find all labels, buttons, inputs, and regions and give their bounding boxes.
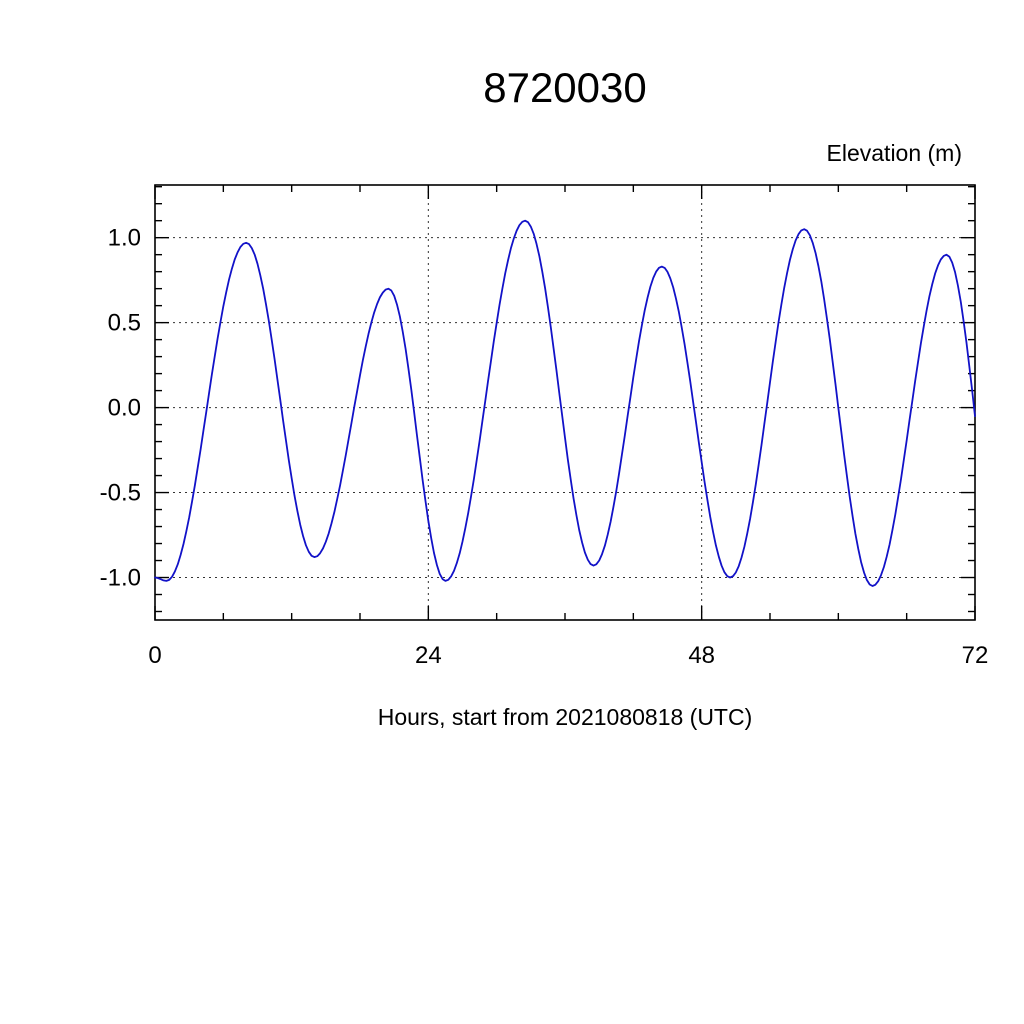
- svg-text:72: 72: [962, 642, 989, 669]
- axis-ticks: [154, 185, 976, 620]
- svg-text:-1.0: -1.0: [100, 565, 141, 592]
- svg-text:1.0: 1.0: [108, 225, 141, 252]
- svg-text:24: 24: [415, 642, 442, 669]
- plot-frame: [154, 184, 976, 621]
- tide-curve: [154, 219, 976, 587]
- svg-text:0: 0: [148, 642, 161, 669]
- y-axis-unit-label: Elevation (m): [826, 140, 962, 166]
- svg-text:0.0: 0.0: [108, 395, 141, 422]
- x-axis-label: Hours, start from 2021080818 (UTC): [377, 704, 753, 730]
- tick-labels: 0 24 48 72 -1.0 -0.5 0.0 0.5 1.0: [100, 225, 989, 669]
- chart-title: 8720030: [483, 64, 647, 111]
- grid-lines: [155, 185, 975, 620]
- svg-text:-0.5: -0.5: [100, 480, 141, 507]
- svg-text:0.5: 0.5: [108, 310, 141, 337]
- svg-text:48: 48: [688, 642, 715, 669]
